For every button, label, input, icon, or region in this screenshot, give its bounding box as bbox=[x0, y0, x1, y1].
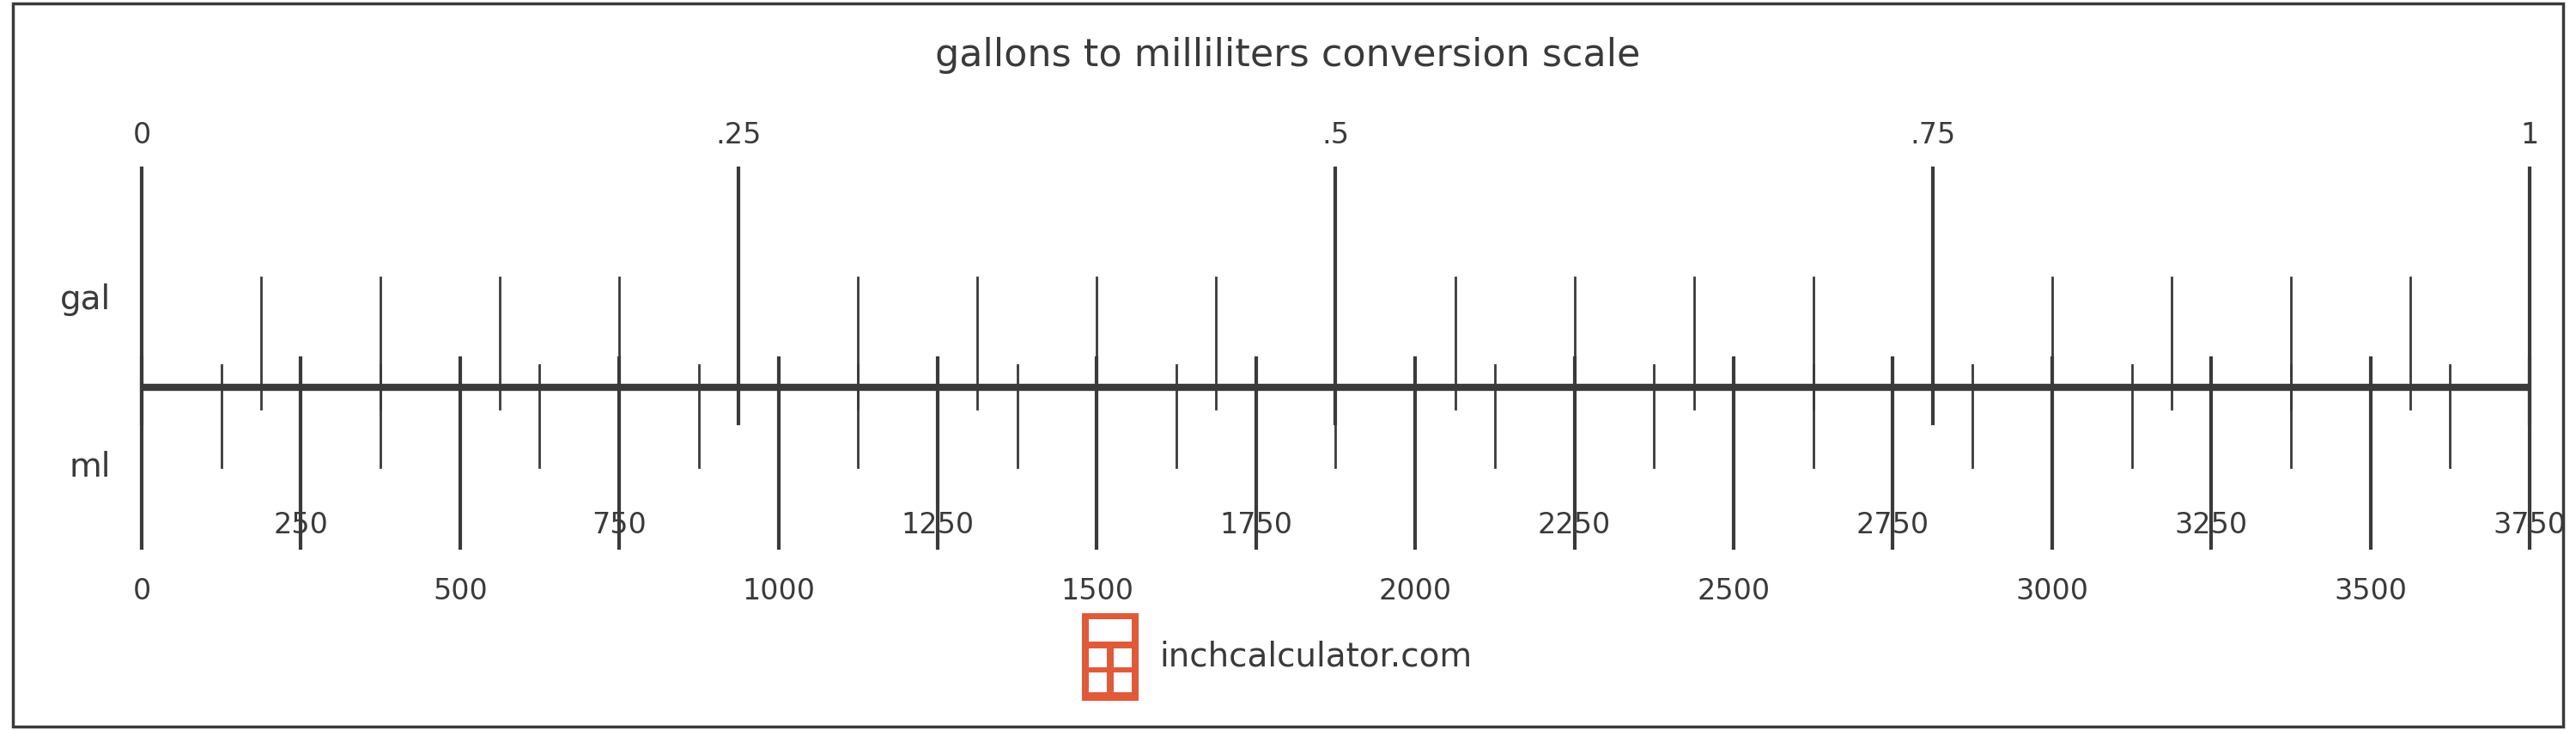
Text: 3000: 3000 bbox=[2014, 577, 2089, 605]
Text: 2500: 2500 bbox=[1698, 577, 1770, 605]
Text: 1000: 1000 bbox=[742, 577, 814, 605]
Text: 500: 500 bbox=[433, 577, 487, 605]
Text: 250: 250 bbox=[273, 511, 327, 539]
Bar bbox=[1090, 648, 1108, 667]
Text: 2000: 2000 bbox=[1378, 577, 1453, 605]
Text: 0: 0 bbox=[131, 577, 152, 605]
Bar bbox=[1082, 613, 1139, 701]
Text: 0: 0 bbox=[131, 121, 152, 150]
Text: gal: gal bbox=[59, 283, 111, 315]
Text: 3250: 3250 bbox=[2174, 511, 2249, 539]
Text: 1750: 1750 bbox=[1218, 511, 1293, 539]
Text: 3500: 3500 bbox=[2334, 577, 2406, 605]
Bar bbox=[1113, 648, 1131, 667]
Bar bbox=[1113, 673, 1131, 692]
Text: gallons to milliliters conversion scale: gallons to milliliters conversion scale bbox=[935, 36, 1641, 74]
Text: 1: 1 bbox=[2519, 121, 2540, 150]
Text: 1500: 1500 bbox=[1061, 577, 1133, 605]
Bar bbox=[1090, 673, 1108, 692]
Text: .5: .5 bbox=[1321, 121, 1350, 150]
Text: .75: .75 bbox=[1909, 121, 1955, 150]
Text: 750: 750 bbox=[592, 511, 647, 539]
Bar bbox=[1090, 619, 1131, 641]
Text: ml: ml bbox=[70, 451, 111, 483]
Text: inchcalculator.com: inchcalculator.com bbox=[1159, 641, 1471, 673]
Text: 1250: 1250 bbox=[902, 511, 974, 539]
Text: 2250: 2250 bbox=[1538, 511, 1610, 539]
Text: 3750: 3750 bbox=[2494, 511, 2566, 539]
Text: .25: .25 bbox=[716, 121, 762, 150]
Text: 2750: 2750 bbox=[1857, 511, 1929, 539]
